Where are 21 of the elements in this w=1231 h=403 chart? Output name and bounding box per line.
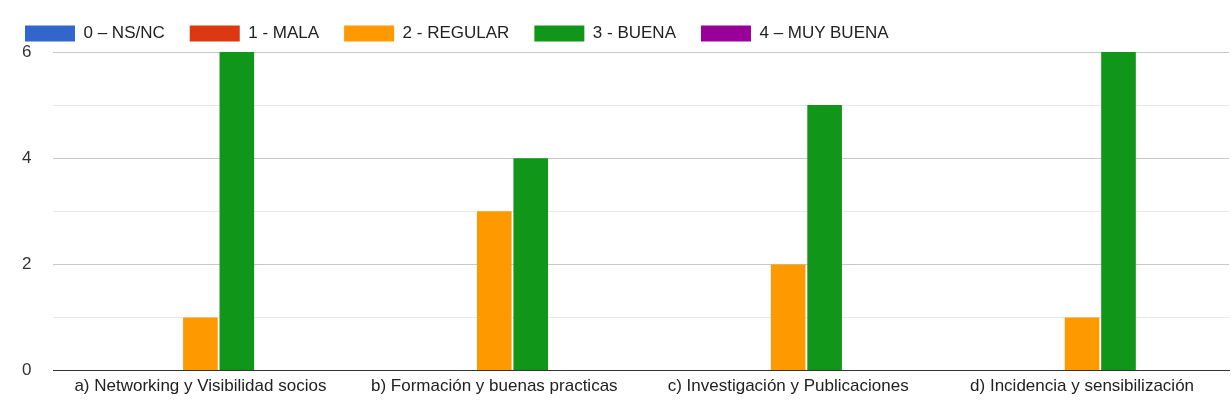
legend-label: 1 - MALA <box>248 23 320 43</box>
bar <box>476 211 512 371</box>
y-tick-label: 2 <box>21 254 32 274</box>
bar <box>1064 317 1100 371</box>
bar <box>513 158 549 371</box>
y-tick-label: 4 <box>21 147 32 167</box>
legend-label: 2 - REGULAR <box>402 23 510 43</box>
legend-label: 4 – MUY BUENA <box>759 23 890 43</box>
x-tick-label: b) Formación y buenas practicas <box>370 376 618 396</box>
bar <box>770 264 806 371</box>
bar <box>1101 52 1136 371</box>
bar <box>183 317 218 371</box>
legend-label: 3 - BUENA <box>592 23 677 43</box>
y-tick-label: 6 <box>21 41 32 61</box>
x-tick-label: a) Networking y Visibilidad socios <box>74 376 327 396</box>
bar <box>807 105 842 371</box>
y-tick-label: 0 <box>21 360 32 380</box>
bar <box>219 52 255 371</box>
x-tick-label: d) Incidencia y sensibilización <box>970 376 1195 396</box>
x-tick-label: c) Investigación y Publicaciones <box>667 376 909 396</box>
legend-label: 0 – NS/NC <box>83 23 165 43</box>
